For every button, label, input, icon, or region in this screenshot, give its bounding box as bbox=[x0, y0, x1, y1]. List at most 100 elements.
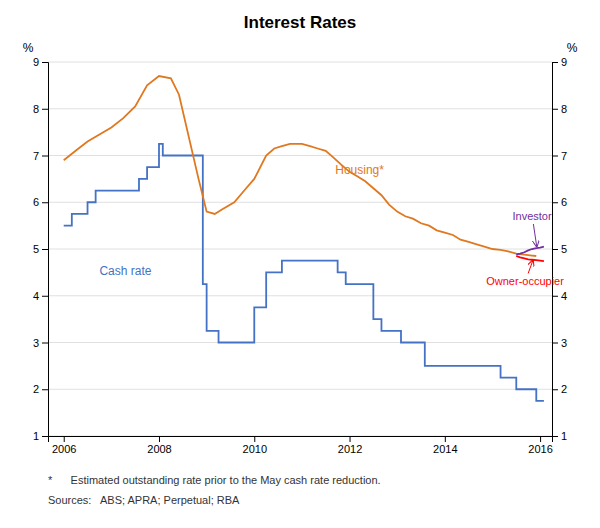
y2-axis-label: % bbox=[567, 41, 578, 55]
grid-line bbox=[48, 62, 552, 63]
annotation: Investor bbox=[512, 210, 551, 222]
tick: 2010 bbox=[243, 436, 267, 455]
tick: 2 bbox=[33, 383, 48, 395]
series-line bbox=[516, 247, 544, 255]
tick-mark bbox=[42, 389, 48, 390]
tick-label: 7 bbox=[33, 150, 39, 162]
tick-mark bbox=[552, 249, 558, 250]
series-line bbox=[516, 256, 544, 261]
tick-mark bbox=[350, 436, 351, 442]
tick-label: 2008 bbox=[147, 443, 171, 455]
tick: 6 bbox=[552, 196, 567, 208]
grid-line bbox=[48, 389, 552, 390]
tick: 7 bbox=[33, 150, 48, 162]
tick-label: 9 bbox=[33, 56, 39, 68]
y-axis: 1 2 3 4 5 6 7 8 9 bbox=[33, 56, 49, 442]
tick: 8 bbox=[552, 103, 567, 115]
tick-mark bbox=[42, 62, 48, 63]
tick-mark bbox=[552, 436, 558, 437]
lines bbox=[64, 76, 544, 401]
series-line bbox=[64, 144, 544, 401]
tick-label: 7 bbox=[561, 150, 567, 162]
tick: 1 bbox=[552, 430, 567, 442]
tick-mark bbox=[42, 202, 48, 203]
x-axis: 2006 2008 2010 2012 2014 2016 bbox=[49, 436, 553, 455]
annotation: Housing* bbox=[335, 163, 384, 177]
chart: 2006 2008 2010 2012 2014 2016 1 2 3 4 5 6 7 8 9 1 2 3 4 5 6 7… bbox=[0, 0, 600, 528]
footnote: * Estimated outstanding rate prior to th… bbox=[48, 474, 381, 486]
tick: 8 bbox=[33, 103, 48, 115]
tick-label: 6 bbox=[561, 196, 567, 208]
tick-label: 2014 bbox=[433, 443, 457, 455]
tick: 5 bbox=[33, 243, 48, 255]
grid-line bbox=[48, 155, 552, 156]
grid-line bbox=[48, 249, 552, 250]
plot: 2006 2008 2010 2012 2014 2016 1 2 3 4 5 6 7 8 9 1 2 3 4 5 6 7… bbox=[33, 56, 567, 455]
tick-mark bbox=[540, 436, 541, 442]
y2-axis: 1 2 3 4 5 6 7 8 9 bbox=[552, 56, 567, 442]
tick-label: 5 bbox=[33, 243, 39, 255]
tick-mark bbox=[42, 343, 48, 344]
tick-mark bbox=[42, 156, 48, 157]
tick: 2006 bbox=[52, 436, 76, 455]
tick-label: 4 bbox=[561, 290, 567, 302]
tick-mark bbox=[552, 156, 558, 157]
axis-line bbox=[553, 63, 559, 437]
grid-line bbox=[48, 202, 552, 203]
tick: 4 bbox=[33, 290, 48, 302]
tick-mark bbox=[552, 389, 558, 390]
tick-mark bbox=[552, 343, 558, 344]
tick-label: 2016 bbox=[528, 443, 552, 455]
tick-label: 5 bbox=[561, 243, 567, 255]
tick-label: 2 bbox=[33, 383, 39, 395]
axis-line bbox=[49, 437, 553, 443]
series-line bbox=[64, 76, 537, 256]
grid-line bbox=[48, 108, 552, 109]
tick-mark bbox=[552, 62, 558, 63]
tick-label: 3 bbox=[33, 337, 39, 349]
tick: 2 bbox=[552, 383, 567, 395]
tick-mark bbox=[42, 296, 48, 297]
tick: 6 bbox=[33, 196, 48, 208]
tick-mark bbox=[552, 296, 558, 297]
annotation-arrow bbox=[528, 260, 533, 273]
footnote: Sources: ABS; APRA; Perpetual; RBA bbox=[48, 494, 240, 506]
tick-mark bbox=[42, 249, 48, 250]
tick-mark bbox=[42, 109, 48, 110]
title: Interest Rates bbox=[244, 13, 356, 32]
tick-label: 8 bbox=[561, 103, 567, 115]
tick: 5 bbox=[552, 243, 567, 255]
tick-mark bbox=[42, 436, 48, 437]
tick: 4 bbox=[552, 290, 567, 302]
tick: 2008 bbox=[147, 436, 171, 455]
tick: 9 bbox=[552, 56, 567, 68]
annotation: Cash rate bbox=[99, 264, 151, 278]
tick-label: 4 bbox=[33, 290, 39, 302]
tick: 3 bbox=[33, 337, 48, 349]
tick-mark bbox=[552, 202, 558, 203]
tick-mark bbox=[552, 109, 558, 110]
tick-mark bbox=[254, 436, 255, 442]
tick-label: 2 bbox=[561, 383, 567, 395]
y-axis-label: % bbox=[23, 41, 34, 55]
annotations: Housing* Cash rate Investor Owner-occupier bbox=[99, 163, 564, 287]
tick-label: 9 bbox=[561, 56, 567, 68]
tick-label: 2010 bbox=[243, 443, 267, 455]
tick: 2012 bbox=[338, 436, 362, 455]
grid-line bbox=[48, 295, 552, 296]
tick-label: 8 bbox=[33, 103, 39, 115]
tick-label: 6 bbox=[33, 196, 39, 208]
tick: 1 bbox=[33, 430, 48, 442]
tick-label: 1 bbox=[33, 430, 39, 442]
grid-line bbox=[48, 342, 552, 343]
tick: 7 bbox=[552, 150, 567, 162]
tick-label: 1 bbox=[561, 430, 567, 442]
annotation: Owner-occupier bbox=[486, 275, 564, 287]
grid bbox=[48, 62, 552, 436]
tick: 2014 bbox=[433, 436, 457, 455]
tick-mark bbox=[64, 436, 65, 442]
axis-line bbox=[42, 63, 49, 437]
tick-label: 3 bbox=[561, 337, 567, 349]
tick-mark bbox=[445, 436, 446, 442]
tick-label: 2012 bbox=[338, 443, 362, 455]
